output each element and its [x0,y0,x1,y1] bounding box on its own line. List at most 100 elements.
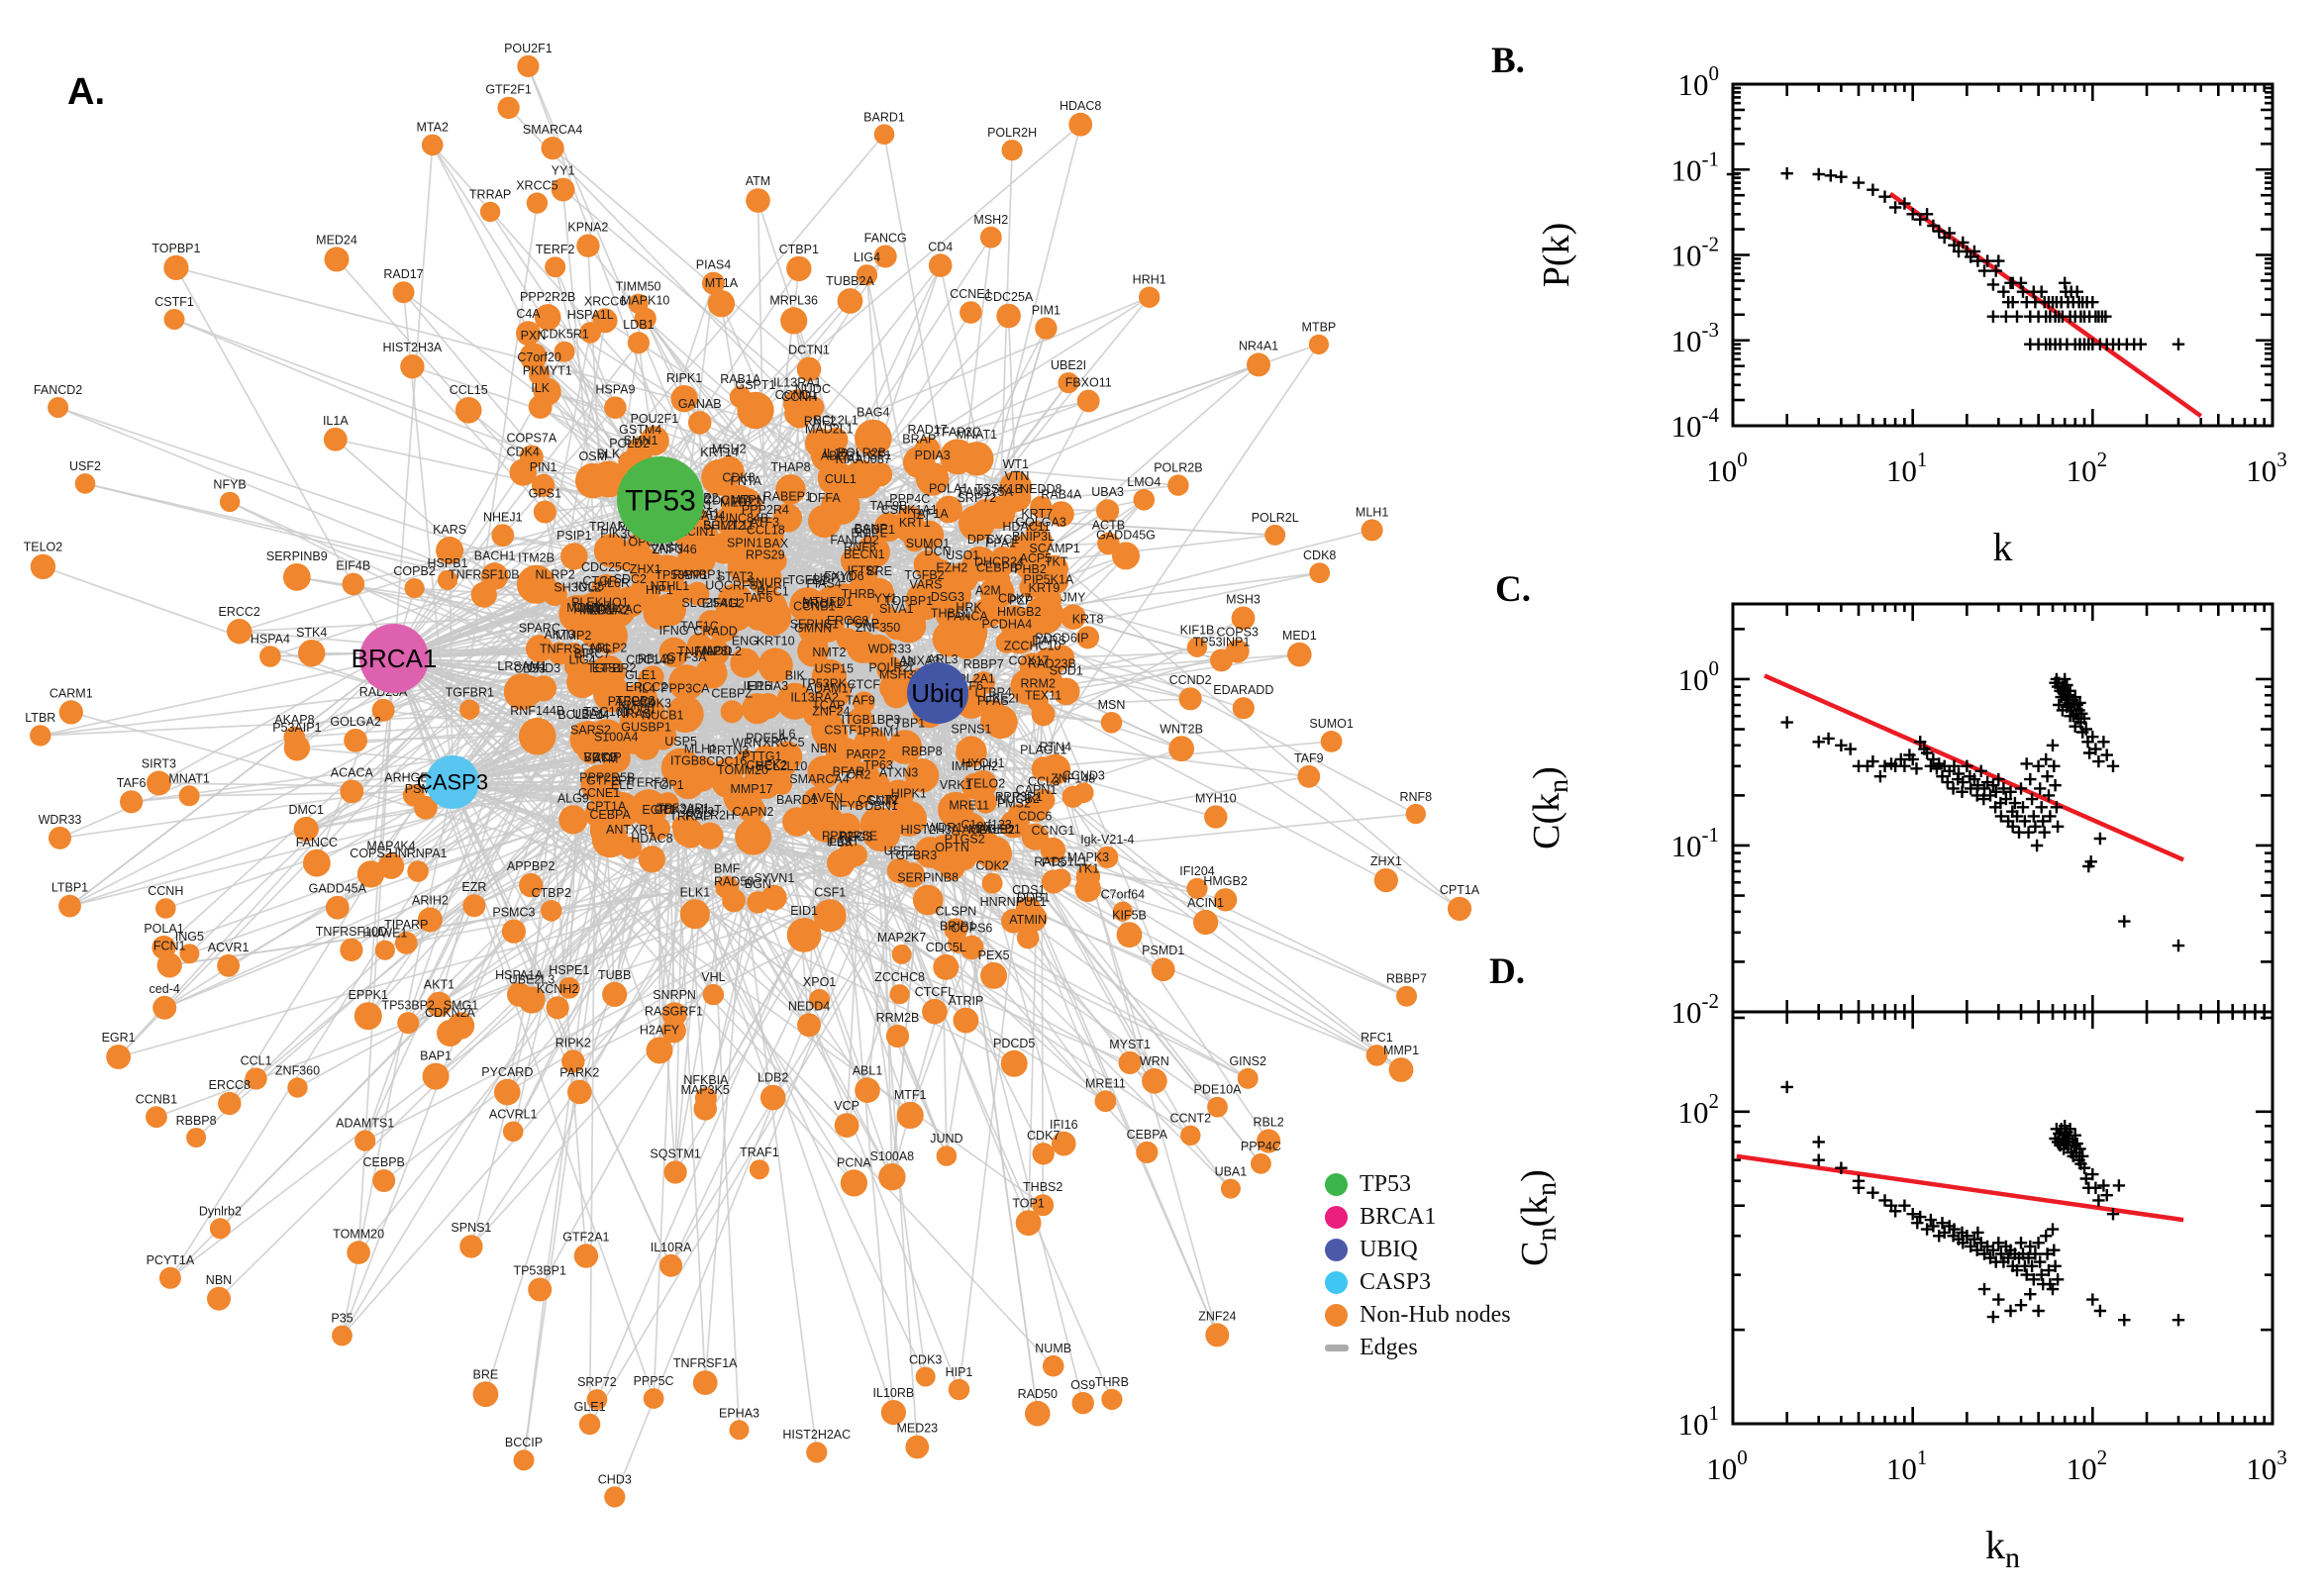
network-node-label: PIN1 [530,460,557,474]
network-node-label: BAG4 [857,406,889,420]
network-node-label: BRAP [902,433,936,447]
data-point-marker [1957,236,1970,249]
network-node [1060,604,1086,630]
data-point-marker [2046,1223,2060,1236]
network-node [207,1286,231,1311]
network-node [74,473,96,494]
network-node-label: HSPA1A [495,968,544,982]
data-point-marker [2086,1293,2099,1306]
network-node-label: PSMC3 [492,906,535,920]
network-node [847,707,874,734]
network-node [155,898,176,919]
network-node [459,699,480,720]
network-node-label: SYVN1 [754,871,794,885]
network-node-label: UBA1 [572,707,605,721]
network-edge [69,781,454,907]
data-point-marker [2100,748,2113,761]
network-node-label: PDCD5 [993,1037,1035,1050]
network-node [397,1012,420,1035]
network-node-label: ILK [531,381,550,395]
network-node [1396,985,1417,1007]
network-node-label: HSPA1L [567,308,614,322]
network-node-label: CCL18 [747,523,785,537]
data-point-marker [1994,810,2008,823]
network-node-label: CUL1 [825,472,857,486]
network-node [1112,542,1140,570]
network-node-label: CSDE1 [854,523,895,537]
network-node-label: SMN1 [624,434,658,448]
network-node-label: RBBP8 [176,1114,217,1128]
network-node [1097,532,1120,555]
network-node-label: H2AFY [640,1023,680,1037]
data-point-marker [1992,1237,2005,1249]
data-point-marker [2042,1263,2056,1277]
network-node-label: CEBPB [976,561,1018,575]
data-point-marker [1914,736,1927,748]
data-point-marker [2014,1299,2028,1312]
network-node-label: BCL2L1 [814,414,858,428]
network-node-label: PBK [829,836,855,849]
network-node-label: BIK [785,669,806,683]
network-node [696,822,724,849]
network-node-label: XRCC6 [584,294,626,308]
data-point-marker [1974,1237,1987,1249]
network-node [658,637,689,668]
network-node [953,846,977,870]
network-node [437,569,458,591]
network-node-label: CDKN2A [425,1006,475,1020]
network-node-label: MAP4K4 [366,840,415,853]
network-node [1232,697,1255,720]
network-node [282,563,311,591]
network-node [325,895,350,920]
legend-node-swatch-casp3 [1325,1271,1348,1294]
network-node-label: VHL [701,970,725,984]
network-node-label: PPA1 [985,537,1016,550]
network-node [1178,687,1202,711]
network-node [560,543,588,570]
legend-label: Non-Hub nodes [1360,1302,1511,1328]
network-node [956,736,987,768]
network-node-label: YY1 [874,592,898,606]
network-node [1025,1400,1051,1427]
network-node-label: ITGB1BP3 [842,713,901,727]
network-edge [638,734,893,1178]
network-node-label: CDK3 [909,1353,942,1367]
network-node-label: KPNA2 [589,604,630,618]
network-node [158,1266,181,1289]
data-point-marker [2040,752,2053,766]
network-node-label: GTF2F1 [586,773,633,787]
network-node [1030,495,1053,519]
network-node-label: SERPINB9 [266,549,328,563]
network-node-label: MAD2L1 [805,422,854,436]
network-node-label: TUBB2A [826,274,874,288]
network-node [747,891,769,914]
network-edge [316,657,395,864]
network-node [324,247,350,272]
y-tick-label: 100 [1678,656,1720,697]
data-point-marker [1977,792,1990,806]
network-node-label: HIST2H2AC [782,1428,851,1442]
network-node-label: BFAR [833,765,865,779]
network-node [513,1449,535,1471]
network-node-label: MAPK3 [1067,850,1109,864]
network-node [106,1045,131,1069]
network-node-label: NUCB1 [642,709,683,723]
network-node [578,1413,601,1436]
network-node [746,188,770,213]
network-node-label: MLH1 [684,743,717,756]
network-node-label: SMARCA4 [523,123,582,137]
network-edge [552,148,920,463]
network-node-label: VRK2 [583,750,616,764]
network-node-label: POLA1 [144,922,183,936]
network-node-label: PPP4C [1241,1140,1281,1153]
network-node-label: CCNE1 [950,287,991,301]
network-edge [173,318,909,627]
network-node-label: TERF2 [536,243,575,256]
network-node-label: IL4 [639,681,656,695]
network-node [354,1130,376,1151]
network-node-label: FBXO11 [1065,376,1112,390]
network-node-label: PARK2 [559,1066,599,1080]
data-point-marker [1898,759,1911,772]
legend-item: TP53 [1325,1168,1511,1201]
network-node [789,587,826,624]
